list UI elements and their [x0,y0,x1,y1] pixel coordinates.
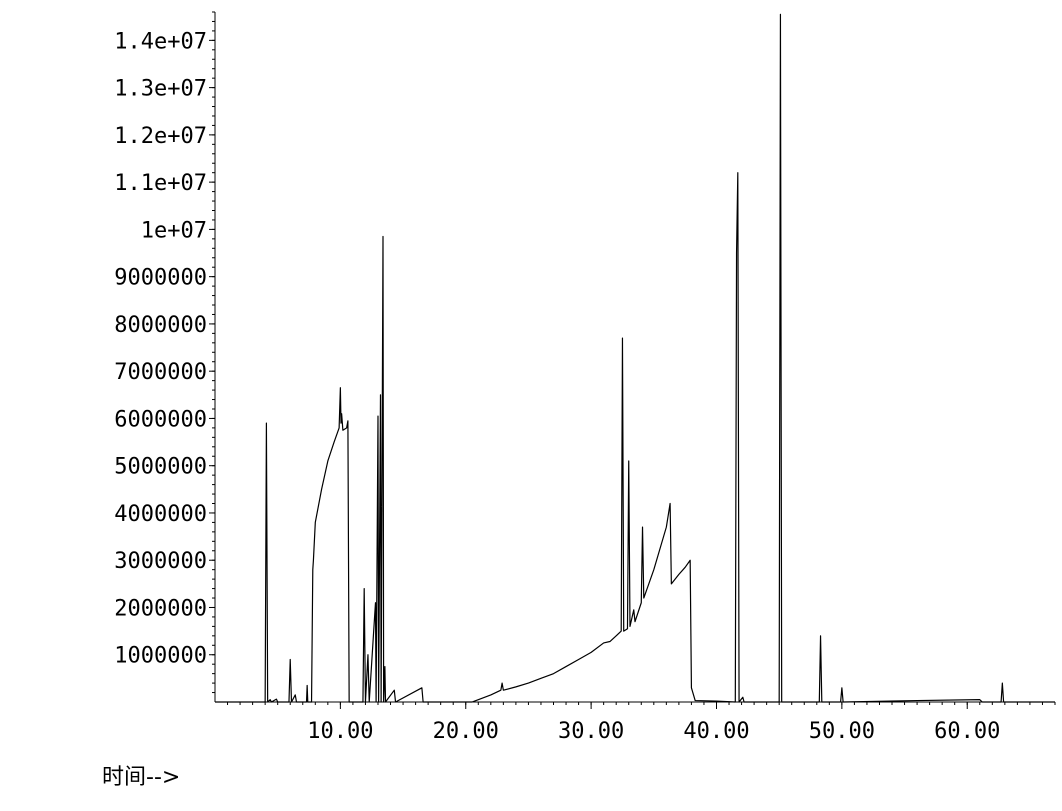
y-tick-label: 4000000 [114,502,207,527]
y-tick-label: 5000000 [114,455,207,480]
y-tick-label: 8000000 [114,313,207,338]
y-tick-label: 1.1e+07 [114,171,207,196]
y-tick-label: 1.4e+07 [114,29,207,54]
y-tick-label: 3000000 [114,549,207,574]
series-layer [215,13,1055,703]
y-tick-label: 2000000 [114,596,207,621]
x-tick-label: 60.00 [934,719,1000,744]
y-tick-label: 1.2e+07 [114,124,207,149]
x-tick-label: 10.00 [307,719,373,744]
y-tick-label: 9000000 [114,266,207,291]
series-line [215,13,1055,703]
x-axis-label: 时间--> [102,765,180,790]
x-tick-label: 20.00 [433,719,499,744]
y-tick-label: 6000000 [114,407,207,432]
y-tick-label: 7000000 [114,360,207,385]
y-axis: 1000000 2000000 3000000 4000000 5000000 60000… [114,11,216,702]
x-tick-label: 40.00 [683,719,749,744]
y-tick-label: 1.3e+07 [114,77,207,102]
y-tick-label: 1e+07 [141,218,207,243]
x-tick-label: 50.00 [809,719,875,744]
x-axis: 10.00 20.00 30.00 40.00 50.00 60.00 [215,701,1056,744]
x-tick-label: 30.00 [558,719,624,744]
y-tick-label: 1000000 [114,644,207,669]
